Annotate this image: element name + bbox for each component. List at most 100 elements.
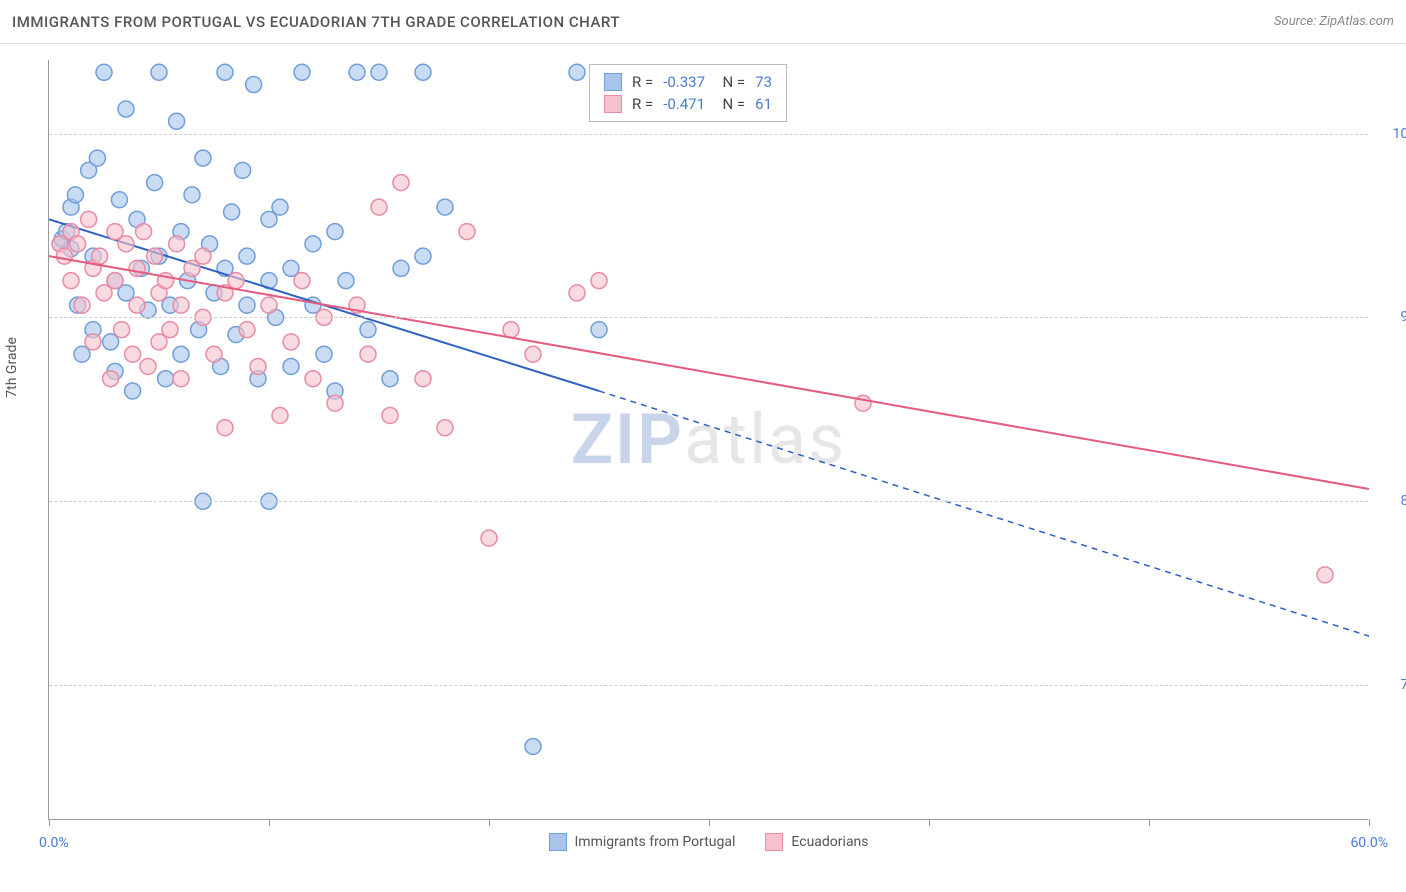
scatter-point [459,224,475,240]
stats-n-label-1: N = [715,73,745,91]
scatter-point [855,395,871,411]
scatter-point [294,273,310,289]
x-tick [269,819,270,826]
scatter-point [261,297,277,313]
stats-swatch-1 [604,73,622,91]
y-axis-label: 7th Grade [4,337,20,398]
scatter-point [239,248,255,264]
scatter-point [147,175,163,191]
legend-label-1: Immigrants from Portugal [574,834,735,850]
scatter-point [158,371,174,387]
scatter-point [360,346,376,362]
chart-header: IMMIGRANTS FROM PORTUGAL VS ECUADORIAN 7… [0,0,1406,44]
scatter-point [305,371,321,387]
scatter-point [415,248,431,264]
y-tick-label: 85.0% [1378,493,1406,509]
scatter-point [371,199,387,215]
stats-swatch-2 [604,95,622,113]
scatter-point [107,273,123,289]
scatter-point [525,346,541,362]
y-tick-label: 100.0% [1378,126,1406,142]
legend-item-1: Immigrants from Portugal [548,833,735,851]
x-tick [489,819,490,826]
stats-r-value-1: -0.337 [663,73,705,91]
scatter-point [169,113,185,129]
scatter-point [283,358,299,374]
scatter-point [162,322,178,338]
scatter-point [591,273,607,289]
scatter-point [415,371,431,387]
scatter-point [173,297,189,313]
plot-area: ZIPatlas R = -0.337 N = 73 R = -0.471 N … [48,60,1368,820]
scatter-point [118,101,134,117]
scatter-point [136,224,152,240]
scatter-point [224,204,240,220]
scatter-point [250,358,266,374]
legend-swatch-1 [548,833,566,851]
scatter-point [371,64,387,80]
legend-swatch-2 [765,833,783,851]
scatter-point [305,236,321,252]
scatter-point [327,395,343,411]
scatter-point [415,64,431,80]
legend-label-2: Ecuadorians [791,834,868,850]
scatter-point [67,187,83,203]
regression-line [49,256,1369,489]
scatter-point [1317,567,1333,583]
scatter-point [272,199,288,215]
scatter-point [173,346,189,362]
bottom-legend: Immigrants from Portugal Ecuadorians [548,833,868,851]
x-axis-max-label: 60.0% [1350,835,1388,851]
scatter-point [151,64,167,80]
scatter-point [89,150,105,166]
regression-line-extrapolated [599,391,1369,636]
scatter-point [327,224,343,240]
chart-svg [49,60,1368,819]
x-tick [1149,819,1150,826]
scatter-point [74,297,90,313]
scatter-point [246,77,262,93]
scatter-point [111,192,127,208]
chart-title: IMMIGRANTS FROM PORTUGAL VS ECUADORIAN 7… [12,13,620,31]
scatter-point [228,273,244,289]
x-tick [929,819,930,826]
scatter-point [283,334,299,350]
scatter-point [382,407,398,423]
scatter-point [85,334,101,350]
scatter-point [92,248,108,264]
scatter-point [360,322,376,338]
scatter-point [591,322,607,338]
scatter-point [569,285,585,301]
scatter-point [525,738,541,754]
y-tick-label: 92.5% [1378,309,1406,325]
stats-row-series-2: R = -0.471 N = 61 [604,93,772,115]
gridline-h [49,134,1368,135]
stats-n-value-1: 73 [755,73,772,91]
scatter-point [338,273,354,289]
gridline-h [49,501,1368,502]
scatter-point [96,64,112,80]
x-tick [709,819,710,826]
scatter-point [81,211,97,227]
scatter-point [114,322,130,338]
scatter-point [129,297,145,313]
stats-row-series-1: R = -0.337 N = 73 [604,71,772,93]
scatter-point [569,64,585,80]
scatter-point [239,322,255,338]
scatter-point [140,358,156,374]
correlation-stats-box: R = -0.337 N = 73 R = -0.471 N = 61 [589,64,787,122]
scatter-point [316,346,332,362]
stats-n-value-2: 61 [755,95,772,113]
scatter-point [294,64,310,80]
x-tick [49,819,50,826]
scatter-point [118,236,134,252]
scatter-point [169,236,185,252]
scatter-point [382,371,398,387]
scatter-point [70,236,86,252]
x-axis-min-label: 0.0% [39,835,69,851]
scatter-point [129,260,145,276]
scatter-point [103,371,119,387]
scatter-point [56,248,72,264]
scatter-point [393,175,409,191]
stats-r-value-2: -0.471 [663,95,705,113]
